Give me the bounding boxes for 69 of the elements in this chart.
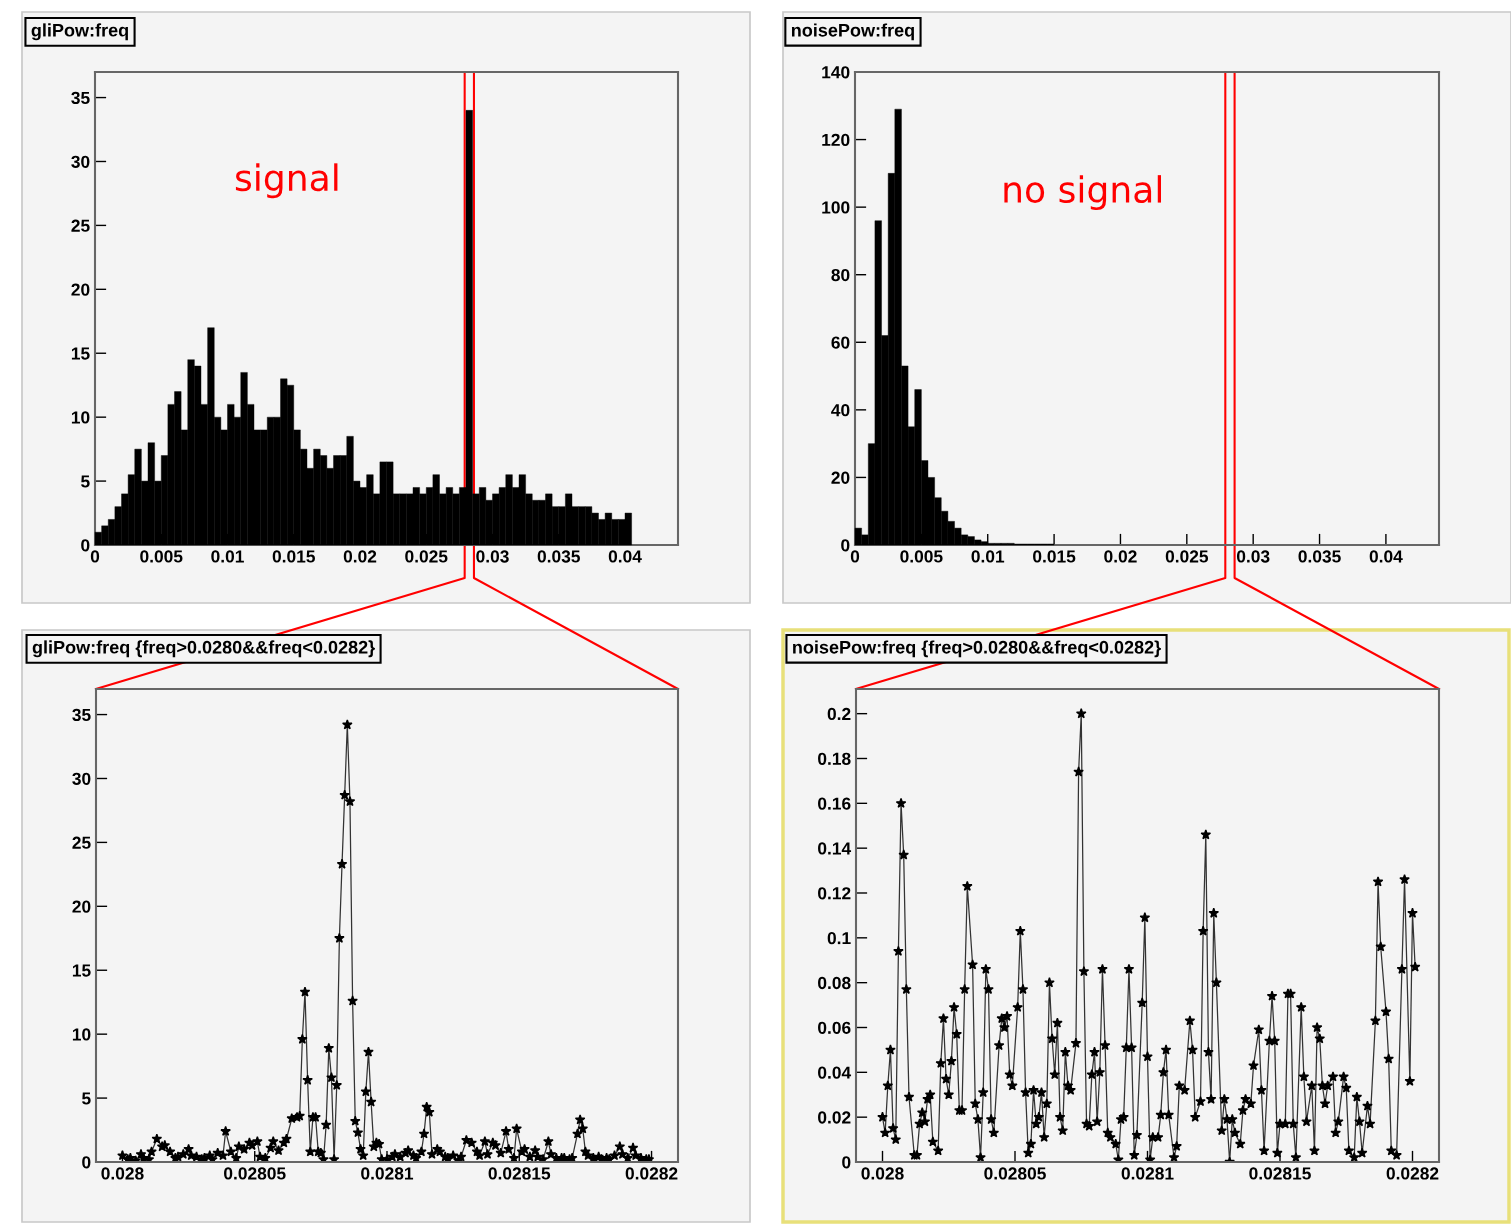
chart-title: gliPow:freq [31, 23, 128, 41]
x-tick-label: 0 [90, 550, 100, 563]
x-tick-label: 0.02815 [1249, 1167, 1311, 1180]
y-tick-label: 0.16 [818, 797, 851, 810]
x-tick-label: 0.01 [971, 550, 1005, 563]
y-tick-label: 40 [831, 404, 850, 417]
y-tick-label: 140 [822, 66, 850, 79]
y-tick-label: 0.08 [818, 976, 851, 990]
y-tick-label: 0.06 [818, 1021, 851, 1034]
x-tick-label: 0.04 [608, 550, 642, 563]
y-tick-label: 100 [822, 201, 850, 214]
y-tick-label: 20 [831, 471, 850, 484]
x-tick-label: 0 [850, 550, 860, 563]
y-tick-label: 25 [71, 219, 90, 232]
y-tick-label: 0.02 [818, 1111, 851, 1124]
y-tick-label: 60 [831, 336, 850, 349]
x-tick-label: 0.035 [1298, 550, 1341, 563]
x-tick-label: 0.025 [1165, 550, 1209, 563]
y-tick-label: 0.12 [818, 887, 851, 900]
x-tick-label: 0.0281 [1121, 1167, 1174, 1180]
annotation: no signal [1004, 175, 1162, 211]
x-tick-label: 0.03 [476, 550, 509, 563]
chart-title: noisePow:freq [791, 23, 914, 41]
y-tick-label: 20 [71, 283, 90, 296]
chart-title: noisePow:freq {freq>0.0280&&freq<0.0282} [793, 640, 1161, 658]
x-tick-label: 0.0282 [1386, 1167, 1439, 1180]
y-tick-label: 0.2 [827, 707, 851, 721]
y-tick-label: 0 [841, 539, 850, 552]
y-tick-label: 0.04 [818, 1066, 852, 1079]
y-tick-label: 80 [831, 268, 850, 282]
x-tick-label: 0.035 [537, 550, 580, 563]
x-tick-label: 0.02805 [984, 1167, 1046, 1180]
x-tick-label: 0.04 [1369, 550, 1403, 563]
y-tick-label: 20 [72, 900, 91, 913]
y-tick-label: 30 [71, 155, 90, 168]
x-tick-label: 0.0282 [625, 1167, 678, 1180]
y-tick-label: 0.1 [827, 932, 851, 945]
y-tick-label: 30 [72, 772, 91, 785]
x-tick-label: 0.0281 [361, 1167, 414, 1180]
x-tick-label: 0.02805 [224, 1167, 286, 1180]
x-tick-label: 0.01 [211, 550, 244, 563]
y-tick-label: 10 [71, 411, 90, 424]
x-tick-label: 0.028 [861, 1167, 904, 1180]
x-tick-label: 0.02815 [488, 1167, 551, 1180]
x-tick-label: 0.005 [140, 550, 183, 563]
y-tick-label: 25 [72, 836, 91, 849]
y-tick-label: 15 [71, 347, 90, 360]
y-tick-label: 120 [822, 133, 850, 147]
y-tick-label: 35 [71, 91, 90, 105]
chart-title: gliPow:freq {freq>0.0280&&freq<0.0282} [32, 640, 375, 658]
x-tick-label: 0.015 [272, 550, 315, 563]
y-tick-label: 5 [82, 1092, 91, 1105]
y-tick-label: 0.14 [818, 842, 852, 855]
y-tick-label: 0 [82, 1156, 91, 1169]
y-tick-label: 0 [81, 539, 90, 552]
x-tick-label: 0.005 [900, 550, 943, 563]
x-tick-label: 0.02 [1104, 550, 1137, 563]
y-tick-label: 10 [72, 1028, 91, 1041]
x-tick-label: 0.015 [1033, 550, 1076, 563]
y-tick-label: 5 [81, 475, 90, 488]
y-tick-label: 15 [72, 964, 91, 977]
x-tick-label: 0.028 [101, 1167, 144, 1180]
x-tick-label: 0.02 [343, 550, 377, 563]
y-tick-label: 0 [842, 1156, 851, 1169]
x-tick-label: 0.03 [1236, 550, 1270, 563]
x-tick-label: 0.025 [405, 550, 448, 563]
annotation: signal [235, 163, 338, 199]
y-tick-label: 0.18 [818, 752, 851, 765]
y-tick-label: 35 [72, 708, 91, 722]
